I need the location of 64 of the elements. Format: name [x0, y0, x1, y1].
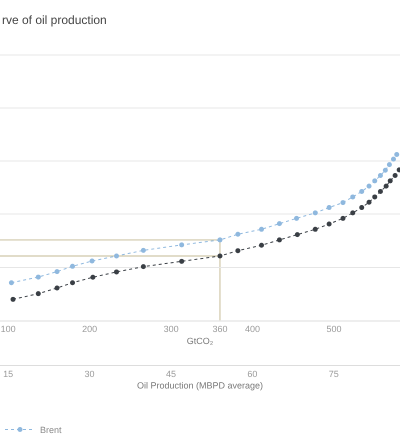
point — [386, 162, 392, 168]
point — [235, 248, 240, 254]
point — [294, 232, 300, 238]
x-tick-label: 400 — [245, 324, 260, 334]
point — [114, 269, 119, 274]
x2-axis-title: Oil Production (MBPD average) — [136, 380, 264, 391]
point — [372, 194, 378, 200]
x2-tick-label: 75 — [328, 368, 339, 379]
chart-title: rve of oil production — [2, 12, 107, 27]
point — [366, 184, 372, 189]
point — [140, 248, 146, 253]
point — [294, 216, 300, 221]
point — [276, 221, 282, 226]
point — [90, 258, 95, 264]
point — [179, 242, 184, 248]
point — [140, 264, 146, 270]
point — [326, 221, 332, 226]
point — [10, 296, 16, 302]
point — [36, 274, 41, 280]
point — [350, 194, 356, 200]
point — [8, 280, 14, 286]
point — [366, 200, 372, 205]
point — [54, 269, 60, 274]
x2-tick-label: 60 — [247, 368, 258, 379]
x-tick-label: 100 — [0, 324, 16, 334]
point — [259, 226, 264, 232]
point — [54, 286, 60, 291]
x2-tick-label: 45 — [166, 368, 176, 379]
point — [382, 168, 388, 173]
point — [390, 156, 396, 162]
point — [312, 210, 318, 216]
point — [372, 178, 378, 184]
point — [340, 216, 346, 221]
x-tick-label: 200 — [82, 324, 98, 334]
x2-tick-label: 30 — [84, 368, 95, 379]
point — [359, 205, 364, 210]
point — [179, 258, 184, 264]
point — [388, 178, 393, 184]
point — [340, 200, 346, 206]
point — [392, 173, 398, 178]
point — [90, 274, 96, 280]
point — [235, 232, 240, 237]
point — [312, 226, 318, 232]
x2-tick-label: 15 — [3, 368, 14, 379]
point — [326, 205, 332, 210]
point — [359, 188, 364, 194]
point — [384, 184, 389, 189]
x-axis-title: GtCO₂ — [186, 336, 214, 346]
x-tick-label: 360 — [212, 324, 228, 334]
point — [70, 264, 76, 269]
point — [36, 291, 41, 296]
point — [70, 280, 76, 286]
point — [394, 152, 400, 157]
point — [350, 210, 356, 216]
point — [276, 237, 282, 242]
legend-label: Brent — [40, 425, 62, 436]
point — [217, 254, 222, 259]
point — [114, 254, 119, 259]
x-tick-label: 300 — [164, 324, 179, 334]
point — [378, 188, 383, 194]
x-tick-label: 500 — [326, 324, 342, 334]
point — [259, 242, 264, 248]
point — [217, 237, 222, 242]
point — [378, 173, 383, 178]
